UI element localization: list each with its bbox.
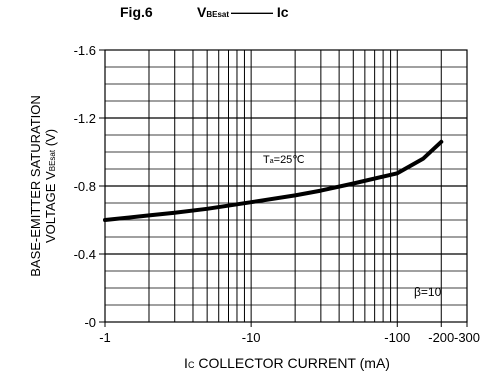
x-tick-label: -1 — [99, 330, 111, 345]
figure-title-tail: ——— Ic — [231, 4, 289, 20]
y-axis-label: BASE-EMITTER SATURATION VOLTAGE VBEsat (… — [28, 95, 58, 277]
x-tick-label: -200 — [428, 330, 454, 345]
x-label-sub: C — [188, 360, 195, 370]
figure-title-sub: BEsat — [206, 10, 229, 19]
y-label-main: VOLTAGE V — [43, 171, 58, 243]
y-axis-label-line1: BASE-EMITTER SATURATION — [28, 95, 43, 277]
x-tick-label: -100 — [384, 330, 410, 345]
beta-annotation: β=10 — [414, 285, 442, 299]
y-tick-label: -0 — [84, 315, 96, 330]
x-tick-labels: -1 -10 -100 -200 -300 — [99, 322, 480, 345]
series-line — [103, 139, 444, 222]
temperature-annotation: Ta=25℃ — [263, 154, 305, 166]
y-label-unit: (V) — [43, 129, 58, 150]
y-tick-label: -1.6 — [74, 43, 96, 58]
temp-sub: a — [270, 158, 274, 165]
x-axis-label: IC COLLECTOR CURRENT (mA) — [184, 355, 390, 371]
y-tick-label: -1.2 — [74, 111, 96, 126]
temp-rest: =25℃ — [274, 154, 305, 166]
y-tick-labels: -0 -0.4 -0.8 -1.2 -1.6 — [74, 43, 105, 330]
x-label-rest: COLLECTOR CURRENT (mA) — [194, 355, 390, 371]
figure-label: Fig.6 — [120, 4, 153, 20]
x-label-main: I — [184, 355, 188, 371]
temp-main: T — [263, 154, 270, 166]
y-axis-label-line2: VOLTAGE VBEsat (V) — [43, 129, 58, 243]
y-tick-label: -0.4 — [74, 247, 96, 262]
figure-title: VBEsat ——— Ic — [197, 4, 289, 20]
figure-title-main: V — [197, 4, 207, 20]
x-tick-label: -10 — [242, 330, 261, 345]
y-tick-label: -0.8 — [74, 179, 96, 194]
y-label-sub: BEsat — [48, 149, 57, 171]
grid-group — [104, 50, 468, 322]
x-tick-label: -300 — [454, 330, 480, 345]
